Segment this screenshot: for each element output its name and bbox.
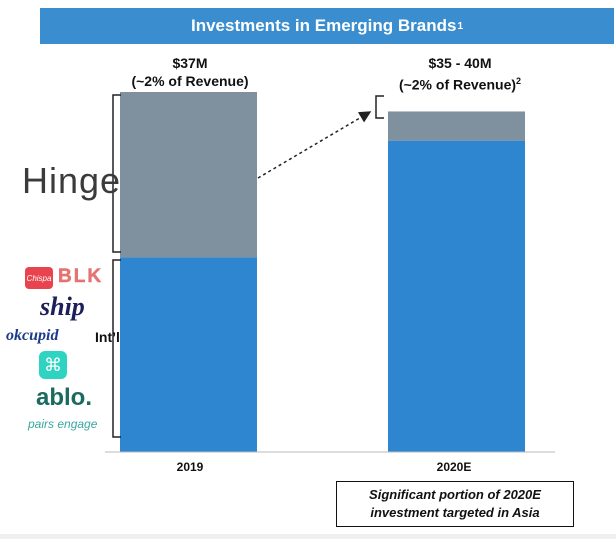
- bar-segment-2020e-top: [388, 111, 525, 141]
- chart-title-bar: Investments in Emerging Brands 1: [40, 8, 614, 44]
- bar-label-2020e: $35 - 40M (~2% of Revenue)2: [370, 54, 550, 94]
- chart-title: Investments in Emerging Brands: [190, 16, 457, 35]
- okcupid-intl-label: Int’l: [95, 329, 120, 345]
- note-line-1: Significant portion of 2020E: [369, 487, 541, 502]
- bar-revenue-label: (~2% of Revenue): [131, 73, 249, 89]
- bottom-strip: [0, 534, 616, 539]
- 2020e-bracket: [375, 95, 384, 119]
- growth-arrow: [257, 111, 372, 179]
- bar-footnote: 2: [516, 76, 522, 86]
- bar-value-label: $35 - 40M: [428, 55, 492, 71]
- bar-segment-2020e-base: [388, 140, 525, 452]
- bar-segment-2019-base: [120, 257, 257, 452]
- note-line-2: investment targeted in Asia: [370, 505, 540, 520]
- title-footnote: 1: [457, 20, 463, 32]
- pairs-engage-logo: pairs engage: [28, 417, 98, 431]
- bar-label-2019: $37M (~2% of Revenue): [110, 54, 270, 90]
- okcupid-logo: okcupid: [6, 327, 59, 344]
- other-brands-bracket: [112, 259, 121, 438]
- x-tick-2020e: 2020E: [436, 460, 472, 474]
- bar-revenue-label: (~2% of Revenue): [398, 76, 517, 93]
- hinge-logo: Hinge: [22, 160, 122, 201]
- x-tick-2019: 2019: [176, 460, 204, 474]
- blk-logo: BLK: [58, 266, 104, 288]
- hinge-app-icon: ⌘: [39, 351, 67, 379]
- hinge-bracket: [112, 94, 121, 253]
- bar-segment-2019-top: [120, 92, 257, 258]
- ablo-logo: ablo.: [36, 384, 93, 411]
- bar-value-label: $37M: [172, 55, 208, 71]
- chispa-logo: Chispa: [25, 267, 53, 289]
- ship-logo: ship: [40, 292, 85, 321]
- asia-note-box: Significant portion of 2020E investment …: [336, 481, 574, 527]
